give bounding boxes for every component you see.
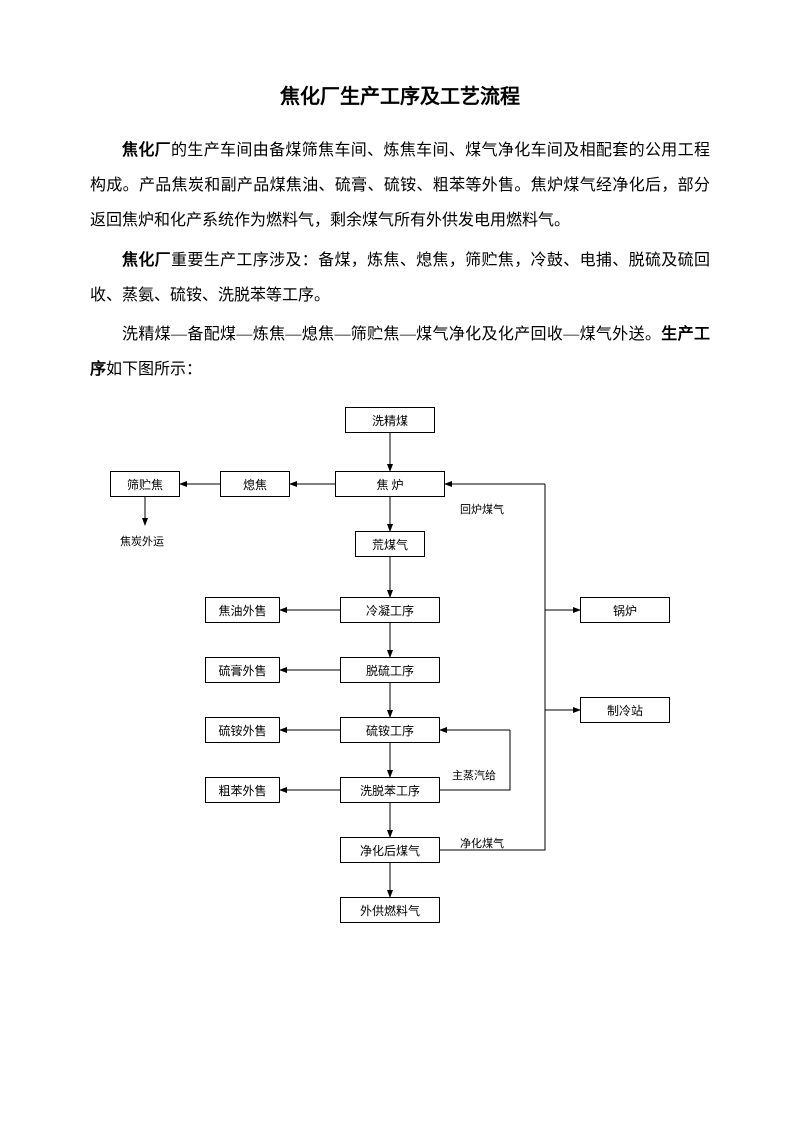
p1-prefix: 焦化厂 [122,142,171,159]
paragraph-2: 焦化厂重要生产工序涉及：备煤，炼焦、熄焦，筛贮焦，冷鼓、电捕、脱硫及硫回收、蒸氨… [90,243,710,313]
node-shaichujiao: 筛贮焦 [110,471,180,497]
node-guolu: 锅炉 [580,597,670,623]
paragraph-3: 洗精煤—备配煤—炼焦—熄焦—筛贮焦—煤气净化及化产回收—煤气外送。生产工序如下图… [90,317,710,387]
label-jiaotanwaiyun: 焦炭外运 [120,533,164,549]
node-zhilengzhan: 制冷站 [580,697,670,723]
p2-body: 重要生产工序涉及：备煤，炼焦、熄焦，筛贮焦，冷鼓、电捕、脱硫及硫回收、蒸氨、硫铵… [90,252,710,304]
page-title: 焦化厂生产工序及工艺流程 [90,80,710,109]
node-huangmeiqi: 荒煤气 [355,531,425,557]
p3-end: 如下图所示： [106,361,202,378]
node-xijiao: 熄焦 [220,471,290,497]
node-jiaoyouwaishou: 焦油外售 [205,597,280,623]
node-liuanwaishou: 硫铵外售 [205,717,280,743]
node-xijingmei: 洗精煤 [345,407,435,433]
p3-body: 洗精煤—备配煤—炼焦—熄焦—筛贮焦—煤气净化及化产回收—煤气外送。 [122,326,661,343]
node-liugaowaishou: 硫膏外售 [205,657,280,683]
node-xituobengongxu: 洗脱苯工序 [340,777,440,803]
node-lengningongxu: 冷凝工序 [340,597,440,623]
node-liuangongxu: 硫铵工序 [340,717,440,743]
paragraph-1: 焦化厂的生产车间由备煤筛焦车间、炼焦车间、煤气净化车间及相配套的公用工程构成。产… [90,133,710,239]
node-jiaolu: 焦 炉 [335,471,445,497]
p1-body: 的生产车间由备煤筛焦车间、炼焦车间、煤气净化车间及相配套的公用工程构成。产品焦炭… [90,142,710,229]
label-zhuzhengqigei: 主蒸汽给 [452,767,496,783]
node-waigongranliaoqi: 外供燃料气 [340,897,440,923]
node-cubenwaishou: 粗苯外售 [205,777,280,803]
node-jinghuahoumeiqi: 净化后煤气 [340,837,440,863]
p2-prefix: 焦化厂 [122,252,171,269]
flowchart-diagram: 洗精煤 筛贮焦 熄焦 焦 炉 荒煤气 焦炭外运 焦油外售 冷凝工序 硫膏外售 脱… [90,407,710,967]
node-tuoliugongxu: 脱硫工序 [340,657,440,683]
label-jinghuameiqi: 净化煤气 [460,835,504,851]
label-huilujiao: 回炉煤气 [460,501,504,517]
